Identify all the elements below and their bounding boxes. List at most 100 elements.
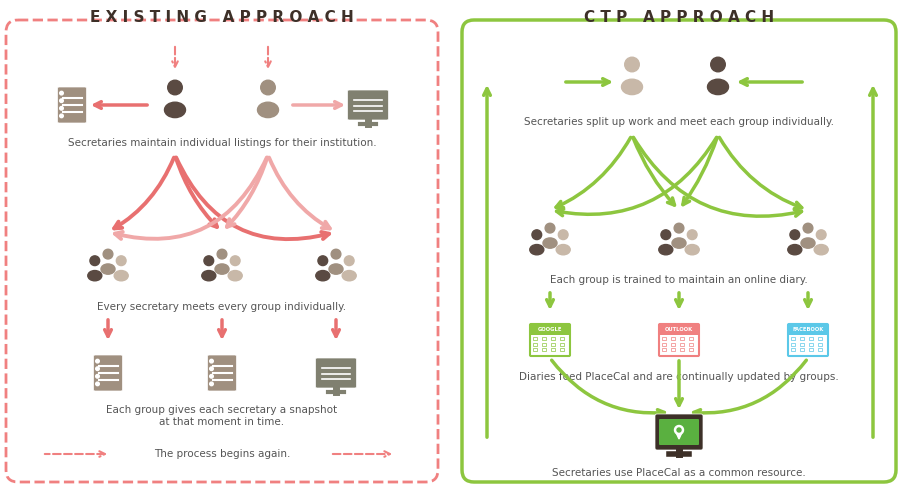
FancyBboxPatch shape [659, 324, 699, 356]
FancyBboxPatch shape [689, 348, 693, 351]
Ellipse shape [788, 245, 802, 255]
Text: The process begins again.: The process begins again. [154, 449, 290, 459]
Text: Secretaries maintain individual listings for their institution.: Secretaries maintain individual listings… [68, 138, 376, 148]
FancyBboxPatch shape [791, 348, 795, 351]
Ellipse shape [342, 271, 356, 281]
FancyBboxPatch shape [809, 343, 813, 346]
FancyBboxPatch shape [818, 343, 823, 346]
Ellipse shape [543, 238, 557, 248]
Circle shape [661, 230, 670, 240]
FancyBboxPatch shape [789, 325, 827, 335]
Text: at that moment in time.: at that moment in time. [159, 417, 284, 427]
Circle shape [677, 428, 681, 432]
Ellipse shape [316, 271, 329, 281]
Circle shape [95, 374, 99, 378]
Circle shape [790, 230, 800, 240]
Text: Every secretary meets every group individually.: Every secretary meets every group indivi… [97, 302, 346, 312]
Circle shape [95, 359, 99, 363]
Circle shape [210, 359, 213, 363]
FancyBboxPatch shape [670, 343, 675, 346]
Circle shape [532, 230, 542, 240]
Circle shape [104, 249, 112, 259]
Text: Secretaries use PlaceCal as a common resource.: Secretaries use PlaceCal as a common res… [552, 468, 806, 478]
Ellipse shape [88, 271, 102, 281]
Circle shape [261, 80, 275, 95]
Circle shape [210, 367, 213, 370]
FancyBboxPatch shape [462, 20, 896, 482]
FancyBboxPatch shape [800, 348, 804, 351]
Text: C T P   A P P R O A C H: C T P A P P R O A C H [584, 10, 774, 26]
Ellipse shape [202, 271, 216, 281]
FancyBboxPatch shape [551, 343, 555, 346]
Circle shape [59, 106, 63, 110]
Circle shape [230, 256, 240, 266]
FancyBboxPatch shape [560, 348, 564, 351]
FancyBboxPatch shape [809, 348, 813, 351]
FancyBboxPatch shape [530, 324, 570, 356]
FancyBboxPatch shape [680, 338, 684, 340]
FancyBboxPatch shape [660, 325, 698, 335]
FancyBboxPatch shape [58, 87, 86, 123]
FancyBboxPatch shape [560, 338, 564, 340]
FancyBboxPatch shape [542, 348, 546, 351]
Ellipse shape [685, 245, 699, 255]
Circle shape [95, 367, 99, 370]
Circle shape [95, 382, 99, 386]
FancyBboxPatch shape [655, 414, 703, 450]
FancyBboxPatch shape [662, 338, 666, 340]
Circle shape [217, 249, 227, 259]
FancyBboxPatch shape [542, 338, 546, 340]
FancyBboxPatch shape [94, 355, 122, 391]
Text: Each group is trained to maintain an online diary.: Each group is trained to maintain an onl… [550, 275, 808, 285]
Ellipse shape [257, 102, 278, 118]
Polygon shape [677, 433, 681, 439]
Circle shape [674, 426, 683, 434]
Ellipse shape [814, 245, 828, 255]
Circle shape [90, 256, 100, 266]
FancyBboxPatch shape [533, 348, 536, 351]
Ellipse shape [556, 245, 571, 255]
FancyBboxPatch shape [809, 338, 813, 340]
FancyBboxPatch shape [788, 324, 828, 356]
FancyBboxPatch shape [800, 338, 804, 340]
Ellipse shape [622, 79, 643, 94]
FancyBboxPatch shape [531, 325, 569, 335]
FancyBboxPatch shape [533, 338, 536, 340]
Circle shape [674, 223, 684, 233]
Circle shape [116, 256, 126, 266]
FancyBboxPatch shape [533, 343, 536, 346]
Circle shape [318, 256, 328, 266]
Circle shape [331, 249, 341, 259]
Text: Diaries feed PlaceCal and are continually updated by groups.: Diaries feed PlaceCal and are continuall… [519, 372, 839, 382]
FancyBboxPatch shape [680, 348, 684, 351]
Circle shape [345, 256, 354, 266]
Circle shape [545, 223, 555, 233]
Circle shape [711, 57, 725, 72]
Circle shape [803, 223, 813, 233]
Ellipse shape [101, 264, 115, 274]
Text: Each group gives each secretary a snapshot: Each group gives each secretary a snapsh… [106, 405, 338, 415]
Circle shape [210, 382, 213, 386]
Ellipse shape [165, 102, 185, 118]
FancyBboxPatch shape [791, 343, 795, 346]
FancyBboxPatch shape [800, 343, 804, 346]
Circle shape [59, 99, 63, 102]
Ellipse shape [229, 271, 242, 281]
Circle shape [625, 57, 639, 72]
Circle shape [558, 230, 568, 240]
FancyBboxPatch shape [316, 358, 356, 388]
Ellipse shape [659, 245, 673, 255]
Text: Secretaries split up work and meet each group individually.: Secretaries split up work and meet each … [524, 117, 834, 127]
FancyBboxPatch shape [680, 343, 684, 346]
FancyBboxPatch shape [542, 343, 546, 346]
Ellipse shape [114, 271, 128, 281]
Circle shape [816, 230, 826, 240]
Circle shape [204, 256, 213, 266]
FancyBboxPatch shape [818, 338, 823, 340]
Ellipse shape [672, 238, 686, 248]
FancyBboxPatch shape [560, 343, 564, 346]
FancyBboxPatch shape [662, 343, 666, 346]
FancyBboxPatch shape [662, 348, 666, 351]
FancyBboxPatch shape [6, 20, 438, 482]
Circle shape [59, 92, 63, 95]
